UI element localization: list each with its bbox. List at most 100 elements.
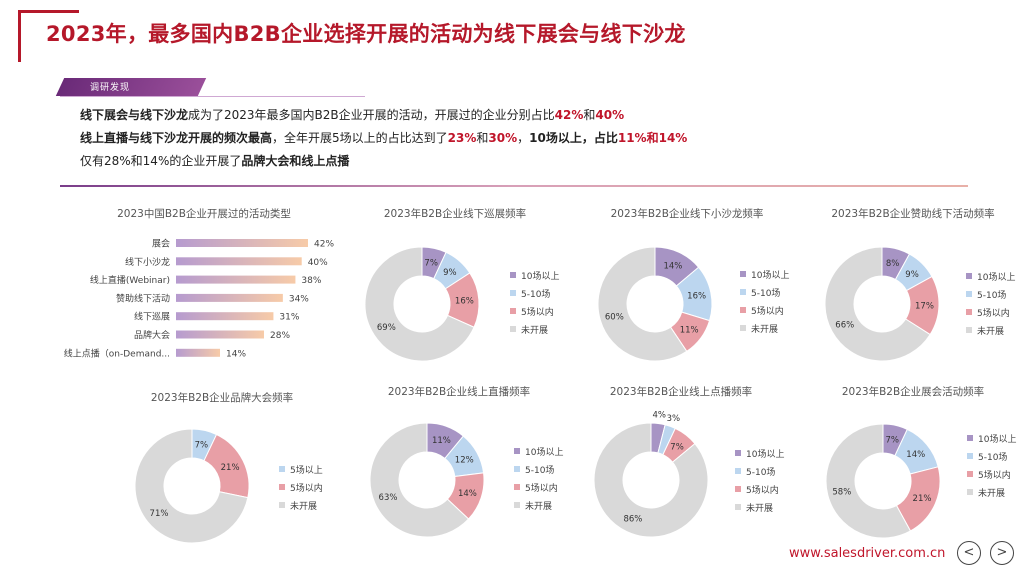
legend-swatch [510,272,516,278]
legend-label: 5-10场 [978,452,1007,463]
bar-value-label: 40% [308,258,328,268]
donut-value-label: 71% [150,509,169,519]
chart-title: 2023中国B2B企业开展过的活动类型 [117,207,291,220]
bar-category-label: 线下小沙龙 [125,256,170,268]
legend-label: 10场以上 [525,447,563,458]
bar-value-label: 38% [301,276,321,286]
summary-line-2: 线上直播与线下沙龙开展的频次最高，全年开展5场以上的占比达到了23%和30%，1… [80,129,687,146]
legend-swatch [279,484,285,490]
legend-label: 5场以内 [978,469,1011,481]
summary-run: 40% [595,108,625,122]
chart-title: 2023年B2B企业赞助线下活动频率 [831,207,994,220]
chart-title: 2023年B2B企业线下小沙龙频率 [611,207,764,220]
donut-slice [134,428,249,544]
donut-value-label: 16% [687,291,706,301]
bar [176,330,264,339]
legend-swatch [735,468,741,474]
next-page-button[interactable]: > [990,541,1014,565]
bar-value-label: 34% [289,294,309,304]
donut-value-label: 66% [835,320,854,330]
donut-value-label: 16% [455,297,474,307]
donut-value-label: 3% [667,414,681,424]
donut-slice [369,422,470,538]
summary-run: 11% [617,131,647,145]
legend-label: 未开展 [746,502,773,514]
legend-swatch [740,307,746,313]
prev-page-button[interactable]: < [957,541,981,565]
donut-slice [825,423,912,539]
bar-category-label: 线上点播（on-Demand... [64,347,170,359]
summary-run: 线上直播与线下沙龙开展的频次最高 [80,131,273,145]
legend-swatch [510,290,516,296]
donut-value-label: 60% [605,312,624,322]
donut-value-label: 7% [195,441,209,451]
legend-label: 未开展 [751,323,778,335]
legend-swatch [735,486,741,492]
donut-value-label: 9% [905,270,919,280]
legend-label: 5-10场 [977,290,1006,301]
legend-label: 未开展 [977,325,1004,337]
tag-underline [60,96,365,97]
legend-swatch [967,435,973,441]
summary-run: 23% [447,131,477,145]
summary-line-3: 仅有28%和14%的企业开展了品牌大会和线上点播 [80,152,349,169]
donut-slice [593,422,709,538]
summary-run: 仅有28%和14%的企业开展了 [80,154,242,168]
donut-value-label: 69% [377,323,396,333]
donut-value-label: 7% [424,259,438,269]
summary-run: 10场以上，占比 [529,131,618,145]
legend-label: 10场以上 [751,270,789,281]
summary-run: 成为了2023年最多国内B2B企业开展的活动，开展过的企业分别占比 [188,108,555,122]
legend-swatch [966,273,972,279]
legend-swatch [740,289,746,295]
bar-category-label: 展会 [152,238,170,250]
chart-title: 2023年B2B企业线上点播频率 [610,385,752,398]
legend-label: 5-10场 [521,289,550,300]
legend-label: 5场以内 [746,484,779,496]
summary-run: 14% [658,131,688,145]
bar [176,239,308,247]
legend-label: 未开展 [525,500,552,512]
summary-run: 和 [476,131,489,145]
donut-slice [597,246,688,362]
legend-label: 未开展 [978,487,1005,499]
bar-value-label: 42% [314,240,334,250]
summary-run: ， [517,131,530,145]
bar-category-label: 线下巡展 [134,311,170,323]
donut-value-label: 11% [680,325,699,335]
summary-run: 品牌大会和线上点播 [241,154,350,168]
bar [176,293,283,302]
donut-value-label: 7% [670,442,684,452]
bar-value-label: 14% [226,349,246,359]
chart-title: 2023年B2B企业展会活动频率 [842,385,984,398]
donut-slice [364,246,475,362]
chevron-left-icon: < [963,545,975,560]
summary-run: 42% [554,108,584,122]
legend-swatch [514,466,520,472]
legend-swatch [967,453,973,459]
legend-swatch [510,326,516,332]
website-url[interactable]: www.salesdriver.com.cn [789,546,946,561]
donut-value-label: 14% [663,261,682,271]
legend-swatch [966,291,972,297]
legend-label: 10场以上 [978,434,1016,445]
bar-category-label: 品牌大会 [134,329,170,341]
legend-swatch [514,484,520,490]
bar-value-label: 28% [270,331,290,341]
summary-run: ，全年开展5场以上的占比达到了 [272,131,448,145]
chevron-right-icon: > [996,545,1008,560]
legend-label: 10场以上 [521,271,559,282]
section-tag-label: 调研发现 [90,83,131,93]
summary-run: 线下展会与线下沙龙 [80,108,189,122]
legend-label: 5场以内 [525,482,558,494]
legend-label: 5-10场 [746,467,775,478]
summary-run: 和 [646,131,659,145]
legend-swatch [279,502,285,508]
donut-value-label: 8% [886,259,900,269]
legend-label: 5场以内 [751,305,784,317]
donut-value-label: 7% [886,436,900,446]
legend-label: 10场以上 [746,449,784,460]
legend-label: 5场以内 [521,306,554,318]
title-frame-bar [18,10,21,62]
